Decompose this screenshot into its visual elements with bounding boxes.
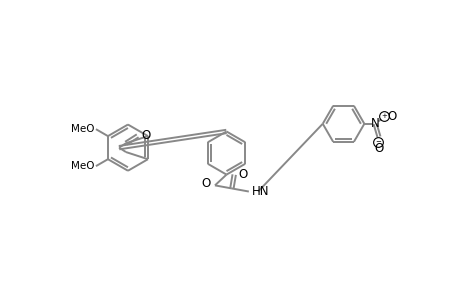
Text: O: O — [141, 129, 151, 142]
Text: O: O — [201, 177, 210, 190]
Text: O: O — [374, 142, 383, 155]
Text: O: O — [386, 110, 396, 123]
Text: N: N — [370, 117, 379, 130]
Text: MeO: MeO — [71, 124, 94, 134]
Text: −: − — [375, 139, 381, 145]
Text: MeO: MeO — [71, 161, 94, 171]
Text: HN: HN — [252, 185, 269, 198]
Text: +: + — [381, 113, 386, 119]
Text: O: O — [238, 168, 247, 181]
